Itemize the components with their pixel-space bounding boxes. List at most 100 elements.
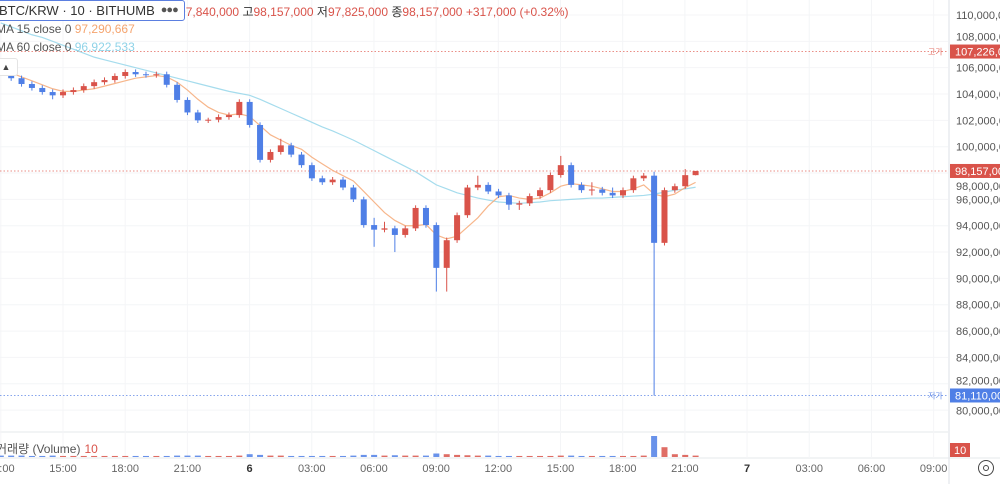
ma60-label: MA 60 close 0	[0, 40, 72, 54]
volume-value: 10	[84, 442, 98, 456]
price-tick-label: 100,000,000	[956, 142, 1000, 154]
high-value: 98,157,000	[253, 5, 314, 19]
high-label: 고	[242, 5, 254, 19]
volume-bar	[381, 455, 388, 457]
candle-body	[402, 228, 409, 235]
volume-bar	[288, 455, 295, 457]
settings-icon[interactable]	[978, 460, 994, 476]
volume-legend[interactable]: 거래량 (Volume) 10	[0, 440, 98, 457]
price-badge	[950, 388, 1000, 403]
candle-body	[588, 189, 595, 191]
volume-bar	[526, 455, 533, 457]
candle-body	[184, 99, 191, 113]
volume-bar	[422, 455, 429, 457]
candle-body	[298, 154, 305, 166]
volume-bar	[433, 453, 440, 457]
price-tick-label: 86,000,000	[956, 326, 1000, 338]
candle-body	[671, 186, 678, 191]
volume-badge-label: 10	[954, 445, 966, 457]
price-tick-label: 98,000,000	[956, 181, 1000, 193]
volume-bar	[464, 455, 471, 457]
price-badge-label: 81,110,000	[955, 390, 1000, 402]
volume-bar	[350, 455, 357, 457]
ma60-legend[interactable]: MA 60 close 0 96,922,533	[0, 40, 135, 54]
price-tick-label: 108,000,000	[956, 32, 1000, 44]
ma15-legend[interactable]: MA 15 close 0 97,290,667	[0, 22, 135, 36]
candle-body	[111, 75, 118, 81]
time-tick-label: 18:00	[111, 463, 139, 475]
volume-bar	[568, 455, 575, 457]
volume-bar	[8, 455, 15, 457]
price-badge	[950, 44, 1000, 59]
candle-body	[39, 87, 46, 93]
candle-body	[205, 119, 212, 121]
volume-bar	[277, 455, 284, 457]
time-tick-label: 12:00	[485, 463, 513, 475]
volume-bar	[194, 455, 201, 457]
volume-badge	[950, 443, 970, 457]
axis-divider	[948, 0, 950, 484]
volume-bar	[599, 455, 606, 457]
volume-bar	[537, 455, 544, 457]
ellipsis-icon[interactable]: ●●●	[160, 4, 179, 16]
volume-bar	[329, 455, 336, 457]
time-tick-label: 21:00	[671, 463, 699, 475]
candle-body	[557, 165, 564, 176]
candle-body	[350, 187, 357, 200]
volume-bar	[505, 455, 512, 457]
symbol-title: BTC/KRW · 10 · BITHUMB	[0, 3, 155, 18]
volume-bar	[60, 455, 67, 457]
candle-body	[599, 189, 606, 193]
candle-body	[464, 187, 471, 216]
volume-bar	[111, 455, 118, 457]
candle-body	[661, 190, 668, 243]
candle-body	[80, 86, 87, 91]
candle-body	[257, 124, 264, 160]
candle-body	[630, 178, 637, 191]
symbol-legend[interactable]: BTC/KRW · 10 · BITHUMB ●●●	[0, 0, 185, 21]
price-tick-label: 88,000,000	[956, 300, 1000, 312]
time-tick-label: 6	[246, 463, 252, 475]
volume-bar	[184, 455, 191, 457]
volume-bar	[153, 455, 160, 457]
ma60-path	[0, 22, 696, 204]
price-badge	[950, 163, 1000, 178]
volume-bar	[360, 454, 367, 457]
candle-body	[422, 207, 429, 226]
candle-body	[609, 192, 616, 196]
volume-bar	[236, 455, 243, 457]
candle-body	[651, 175, 658, 243]
candle-body	[526, 196, 533, 204]
ma60-line	[0, 22, 696, 204]
candle-body	[485, 184, 492, 192]
price-tick-label: 96,000,000	[956, 194, 1000, 206]
collapse-legend-button[interactable]: ▲	[0, 58, 18, 76]
volume-bar	[174, 455, 181, 457]
volume-bar	[308, 455, 315, 457]
ma15-value: 97,290,667	[74, 22, 135, 36]
time-axis[interactable]: 12:00 15:00 18:00 21:00 6 03:00 06:00 09:00 12:0…	[0, 463, 947, 475]
candle-body	[236, 101, 243, 116]
volume-bar	[588, 455, 595, 457]
volume-bar	[485, 455, 492, 457]
candle-body	[267, 151, 274, 160]
candle-body	[174, 84, 181, 100]
price-axis[interactable]: 110,000,000 108,000,000 106,000,000 104,000…	[950, 10, 1000, 457]
candle-body	[28, 84, 35, 88]
candle-body	[246, 101, 253, 125]
price-line-label: 고가	[928, 48, 943, 57]
volume-bar	[225, 455, 232, 457]
candle-body	[547, 175, 554, 191]
candle-body	[101, 80, 108, 83]
candle-body	[381, 228, 388, 230]
price-line-label: 저가	[928, 391, 943, 400]
volume-bar	[49, 455, 56, 457]
volume-bar	[547, 455, 554, 457]
candle-body	[620, 190, 626, 196]
price-tick-label: 104,000,000	[956, 89, 1000, 101]
change-value: +317,000 (+0.32%)	[465, 5, 569, 19]
volume-bar	[474, 455, 481, 457]
volume-bar	[101, 455, 108, 457]
